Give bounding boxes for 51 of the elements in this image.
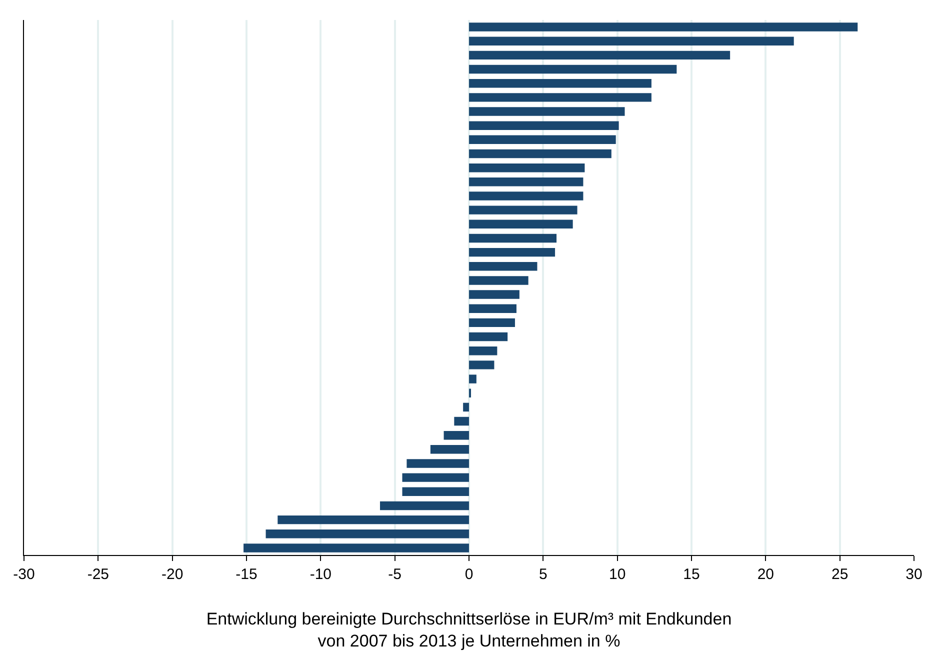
bar (469, 332, 508, 342)
bar (469, 121, 619, 130)
bar (469, 163, 585, 172)
bar (406, 459, 469, 468)
x-tick-label: -25 (87, 566, 110, 583)
bar (469, 78, 652, 88)
x-tick-label: 5 (539, 566, 548, 583)
bar (469, 50, 730, 60)
bar (469, 178, 584, 186)
bar (278, 515, 469, 524)
bar (469, 36, 794, 46)
x-tick-label: -20 (161, 566, 184, 583)
bar (469, 206, 578, 214)
bar (444, 430, 469, 440)
bar (454, 416, 469, 426)
bar (469, 262, 538, 271)
bar (266, 530, 469, 538)
bar (402, 473, 469, 482)
x-tick-label: -30 (13, 566, 35, 583)
bar (469, 248, 556, 257)
bar (469, 360, 494, 370)
x-tick-label: 15 (683, 566, 700, 583)
x-axis-title: Entwicklung bereinigte Durchschnittserlöse in EUR/m³ mit Endkunden von 2007 bis 2013 je Unternehmen in % (206, 609, 732, 650)
bar (380, 501, 469, 510)
bar (469, 149, 612, 158)
bar (463, 402, 469, 412)
bar (469, 346, 498, 356)
bar (430, 445, 469, 454)
bar (469, 107, 625, 116)
bar (469, 318, 515, 328)
bar (244, 544, 469, 552)
bar (469, 374, 476, 384)
x-tick-label: 0 (464, 566, 474, 583)
bar (469, 290, 520, 299)
bar (469, 22, 858, 32)
x-tick-label: 10 (608, 566, 626, 583)
bar (402, 487, 469, 496)
x-tick-label: 20 (757, 566, 774, 583)
x-tick-label: -5 (388, 566, 402, 583)
bar (469, 93, 652, 102)
bar (469, 234, 557, 243)
bar (469, 304, 516, 313)
bar (469, 276, 528, 285)
bar (469, 220, 573, 229)
bar (469, 135, 616, 144)
x-tick-label: -15 (236, 566, 258, 583)
x-tick-label: -10 (310, 566, 332, 583)
x-tick-label: 25 (831, 566, 848, 583)
bar (469, 64, 677, 74)
x-tick-label: 30 (906, 566, 922, 583)
bar (469, 192, 584, 200)
